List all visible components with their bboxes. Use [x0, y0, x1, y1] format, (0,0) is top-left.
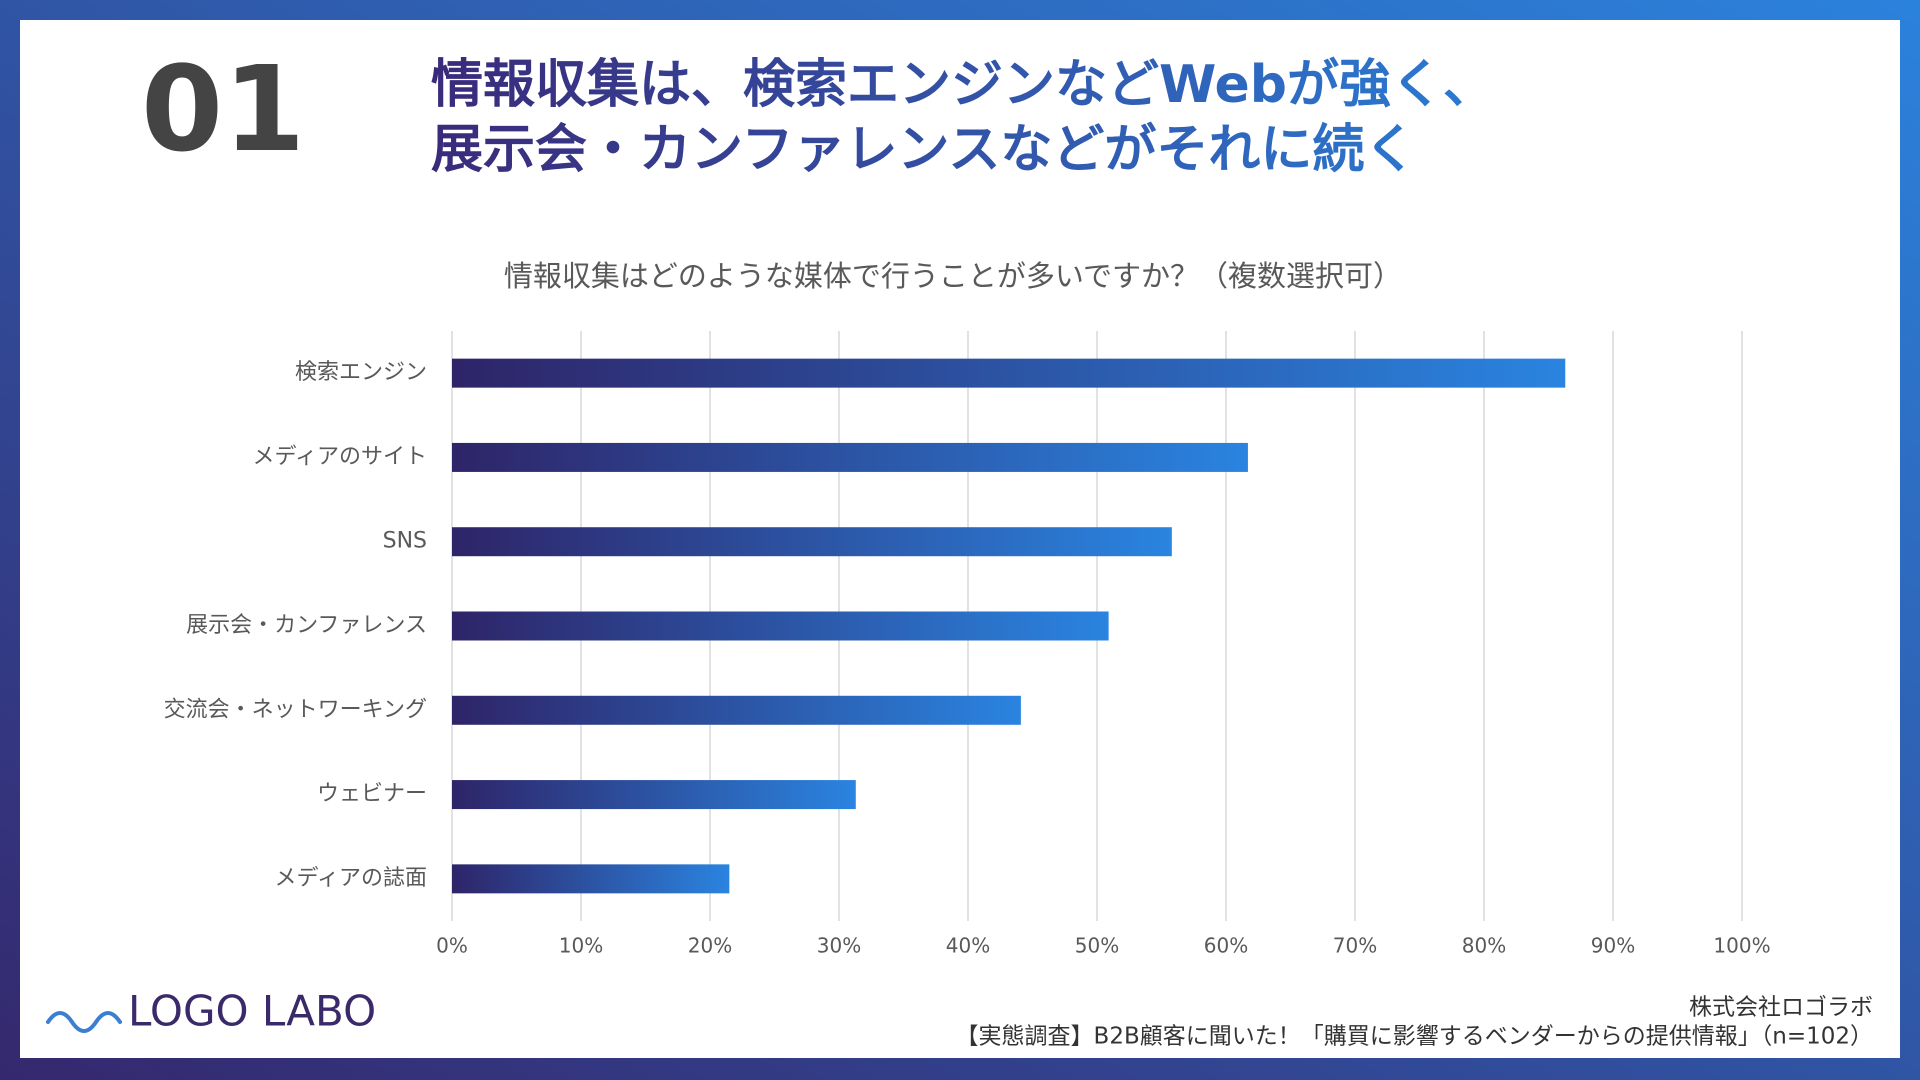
headline: 情報収集は、検索エンジンなどWebが強く、 [431, 55, 1495, 115]
bar [452, 442, 1248, 472]
y-tick-label: メディアのサイト [253, 444, 427, 469]
plot: 0% 10% 20% 30% 40% 50% 60% 70% 80% 90% 100% 検索エンジンメ… [164, 331, 1771, 958]
headline: 展示会・カンファレンスなどがそれに続く [431, 120, 1416, 180]
bar [452, 695, 1021, 725]
y-tick-label: 交流会・ネットワーキング [164, 697, 427, 722]
x-tick-label: 90% [1591, 934, 1635, 958]
y-tick-label: メディアの誌面 [275, 866, 427, 891]
x-tick-label: 30% [817, 934, 861, 958]
logo: LOGO LABO [128, 987, 376, 1036]
x-tick-label: 70% [1333, 934, 1377, 958]
x-tick-label: 80% [1462, 934, 1506, 958]
y-tick-label: SNS [383, 529, 427, 554]
y-tick-label: 検索エンジン [295, 360, 427, 385]
footnote: 【実態調査】B2B顧客に聞いた！「購買に影響するベンダーからの提供情報」（n=1… [956, 1024, 1873, 1050]
bar [452, 780, 856, 810]
x-tick-label: 50% [1075, 934, 1119, 958]
x-tick-label: 0% [436, 934, 468, 958]
bar [452, 864, 730, 894]
bar [452, 611, 1109, 641]
x-tick-label: 100% [1713, 934, 1770, 958]
bar [452, 527, 1172, 557]
slide-number: 01 [141, 40, 305, 178]
chart-title: 情報収集はどのような媒体で行うことが多いですか？（複数選択可） [504, 259, 1402, 293]
x-tick-label: 60% [1204, 934, 1248, 958]
logo-icon [46, 1011, 122, 1033]
y-tick-label: 展示会・カンファレンス [186, 613, 427, 638]
y-tick-label: ウェビナー [317, 782, 427, 807]
company: 株式会社ロゴラボ [1689, 995, 1873, 1021]
x-tick-label: 20% [688, 934, 732, 958]
x-tick-label: 40% [946, 934, 990, 958]
x-tick-label: 10% [559, 934, 603, 958]
bar [452, 358, 1566, 388]
